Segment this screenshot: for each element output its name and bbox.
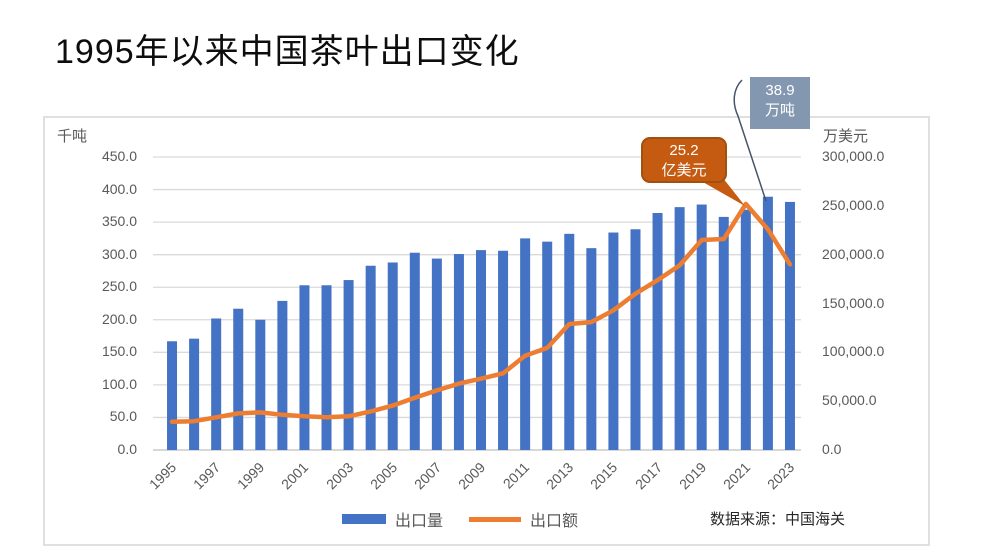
y-left-tick-label: 350.0 [101,213,137,230]
y-left-tick-label: 150.0 [101,343,137,360]
right-axis-title: 万美元 [823,128,869,145]
y-right-tick-label: 100,000.0 [822,343,885,360]
y-left-tick-label: 250.0 [101,278,137,295]
y-left-tick-label: 300.0 [101,245,137,262]
callout-value: 25.2 亿美元 [641,137,727,183]
callout-volume-unit: 万吨 [764,102,795,119]
page-title: 1995年以来中国茶叶出口变化 [55,33,520,71]
left-axis-title: 千吨 [57,128,88,145]
y-right-tick-label: 150,000.0 [822,294,885,311]
y-left-tick-label: 400.0 [101,180,137,197]
legend-label-volume: 出口量 [394,513,443,530]
y-left-tick-label: 450.0 [101,148,137,164]
bar-swatch-icon [341,514,386,524]
callout-value-value: 25.2 [669,142,699,159]
source-note: 数据来源：中国海关 [710,511,846,528]
y-left-tick-label: 200.0 [101,310,137,327]
y-left-tick-label: 50.0 [109,408,137,425]
callout-volume: 38.9 万吨 [750,77,810,129]
legend: 出口量 出口额 [140,507,780,531]
y-right-tick-label: 250,000.0 [822,196,885,213]
line-swatch-icon [469,516,521,522]
callout-volume-value: 38.9 [765,82,795,99]
chart-frame [43,116,930,546]
y-right-tick-label: 0.0 [822,441,842,457]
y-left-tick-label: 0.0 [117,441,137,457]
legend-item-volume: 出口量 [341,507,443,531]
y-right-tick-label: 50,000.0 [822,392,877,409]
legend-label-value: 出口额 [530,513,579,530]
y-right-tick-label: 200,000.0 [822,245,885,262]
callout-value-unit: 亿美元 [661,162,707,179]
y-left-tick-label: 100.0 [101,375,137,392]
y-right-tick-label: 300,000.0 [822,148,885,164]
legend-item-value: 出口额 [469,507,578,531]
